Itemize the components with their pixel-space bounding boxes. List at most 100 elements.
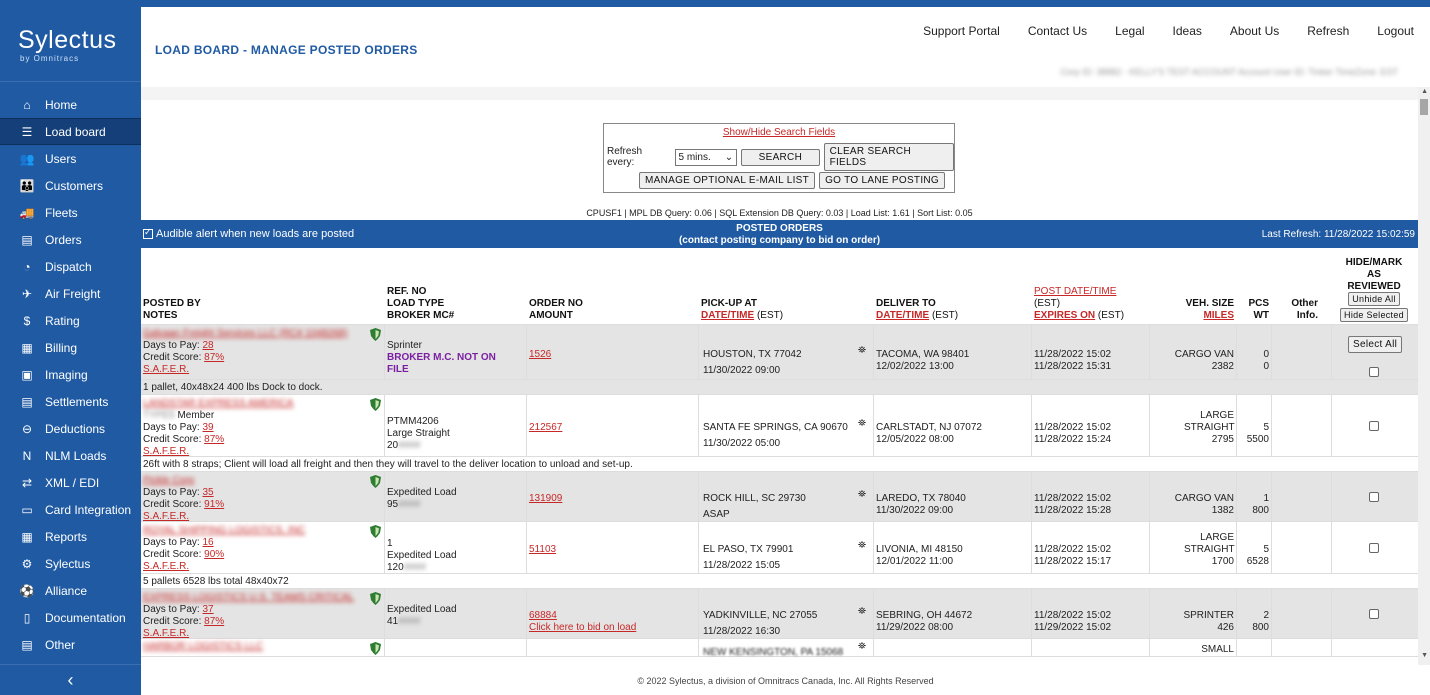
lane-posting-button[interactable]: GO TO LANE POSTING xyxy=(819,172,946,189)
sidebar-item-fleets[interactable]: 🚚 Fleets xyxy=(0,199,141,226)
safer-link[interactable]: S.A.F.E.R. xyxy=(143,364,190,375)
select-all-button[interactable]: Select All xyxy=(1348,336,1403,353)
hide-row-checkbox[interactable] xyxy=(1369,543,1379,553)
sidebar-item-load-board[interactable]: ☰ Load board xyxy=(0,118,141,145)
verified-shield-icon[interactable] xyxy=(370,525,381,538)
show-hide-search-link[interactable]: Show/Hide Search Fields xyxy=(722,127,836,138)
days-to-pay-link[interactable]: 37 xyxy=(202,604,214,615)
bid-on-load-link[interactable]: Click here to bid on load xyxy=(529,622,637,633)
binoculars-icon[interactable]: ⛯ xyxy=(858,641,866,652)
collapse-sidebar-icon[interactable]: ‹ xyxy=(0,664,141,695)
column-divider xyxy=(526,522,527,574)
safer-link[interactable]: S.A.F.E.R. xyxy=(143,561,190,572)
sidebar-item-dispatch[interactable]: ◔ Dispatch xyxy=(0,253,141,280)
sidebar-item-orders[interactable]: ▤ Orders xyxy=(0,226,141,253)
scroll-down-icon[interactable]: ▼ xyxy=(1421,652,1428,659)
scroll-up-icon[interactable]: ▲ xyxy=(1421,88,1428,95)
days-to-pay-link[interactable]: 39 xyxy=(202,422,214,433)
binoculars-icon[interactable]: ⛯ xyxy=(858,606,866,617)
top-link-ideas[interactable]: Ideas xyxy=(1172,24,1202,38)
binoculars-icon[interactable]: ⛯ xyxy=(858,540,866,551)
logo[interactable]: Sylectus by Omnitracs xyxy=(0,0,141,82)
posting-company-link[interactable]: LANDSTAR EXPRESS AMERICA xyxy=(143,398,294,409)
order-no-link[interactable]: 131909 xyxy=(529,493,563,504)
sidebar-item-settlements[interactable]: ▤ Settlements xyxy=(0,388,141,415)
sort-deliver-date-link[interactable]: DATE/TIME xyxy=(876,310,930,321)
sidebar-item-customers[interactable]: 👪 Customers xyxy=(0,172,141,199)
order-no-link[interactable]: 51103 xyxy=(529,544,557,555)
hide-row-checkbox[interactable] xyxy=(1369,492,1379,502)
credit-score-link[interactable]: 87% xyxy=(204,616,225,627)
sidebar-item-air-freight[interactable]: ✈ Air Freight xyxy=(0,280,141,307)
posting-company-link[interactable]: ROYAL SHIPPING LOGISTICS, INC xyxy=(143,525,306,536)
sidebar-item-deductions[interactable]: ⊖ Deductions xyxy=(0,415,141,442)
verified-shield-icon[interactable] xyxy=(370,642,381,655)
posting-company-link[interactable]: HARBOR LOGISTICS LLC xyxy=(143,641,264,652)
safer-link[interactable]: S.A.F.E.R. xyxy=(143,511,190,522)
verified-shield-icon[interactable] xyxy=(370,398,381,411)
sidebar-item-rating[interactable]: $ Rating xyxy=(0,307,141,334)
days-to-pay-link[interactable]: 28 xyxy=(202,340,214,351)
sidebar-item-users[interactable]: 👥 Users xyxy=(0,145,141,172)
sort-miles-link[interactable]: MILES xyxy=(1203,310,1234,321)
order-no-link[interactable]: 1526 xyxy=(529,349,552,360)
refresh-select[interactable]: 5 mins. ⌄ xyxy=(674,148,738,166)
safer-link[interactable]: S.A.F.E.R. xyxy=(143,446,190,457)
sidebar-item-documentation[interactable]: ▯ Documentation xyxy=(0,604,141,631)
load-type: Expedited Load xyxy=(387,487,457,498)
verified-shield-icon[interactable] xyxy=(370,592,381,605)
sidebar-item-imaging[interactable]: ▣ Imaging xyxy=(0,361,141,388)
verified-shield-icon[interactable] xyxy=(370,475,381,488)
top-link-legal[interactable]: Legal xyxy=(1115,24,1145,38)
days-to-pay-link[interactable]: 35 xyxy=(202,487,214,498)
credit-score-link[interactable]: 90% xyxy=(204,549,225,560)
sidebar-item-xml-edi[interactable]: ⇄ XML / EDI xyxy=(0,469,141,496)
safer-link[interactable]: S.A.F.E.R. xyxy=(143,628,190,639)
top-link-contact-us[interactable]: Contact Us xyxy=(1027,24,1088,38)
binoculars-icon[interactable]: ⛯ xyxy=(858,489,866,500)
broker-mc: BROKER M.C. NOT ON FILE xyxy=(387,352,496,375)
credit-score-link[interactable]: 91% xyxy=(204,499,225,510)
order-no-link[interactable]: 212567 xyxy=(529,422,563,433)
sort-post-date-link[interactable]: POST DATE/TIME xyxy=(1034,286,1117,297)
sort-expires-link[interactable]: EXPIRES ON xyxy=(1034,310,1096,321)
sort-pickup-date-link[interactable]: DATE/TIME xyxy=(701,310,755,321)
sidebar-item-sylectus[interactable]: ⚙ Sylectus xyxy=(0,550,141,577)
sidebar-item-other[interactable]: ▤ Other xyxy=(0,631,141,658)
top-link-refresh[interactable]: Refresh xyxy=(1307,24,1350,38)
unhide-all-button[interactable]: Unhide All xyxy=(1348,292,1400,306)
post-datetime: 11/28/2022 15:02 xyxy=(1034,544,1112,555)
hide-selected-button[interactable]: Hide Selected xyxy=(1340,308,1408,322)
sidebar-item-billing[interactable]: ▦ Billing xyxy=(0,334,141,361)
scroll-thumb[interactable] xyxy=(1420,99,1428,115)
sidebar-item-reports[interactable]: ▦ Reports xyxy=(0,523,141,550)
posting-company-link[interactable]: Pickle Corp xyxy=(143,475,195,486)
manage-email-list-button[interactable]: MANAGE OPTIONAL E-MAIL LIST xyxy=(639,172,816,189)
order-no-link[interactable]: 68884 xyxy=(529,610,557,621)
verified-shield-icon[interactable] xyxy=(370,328,381,341)
top-link-about-us[interactable]: About Us xyxy=(1229,24,1280,38)
audible-alert-checkbox[interactable] xyxy=(143,227,153,239)
days-to-pay-link[interactable]: 16 xyxy=(202,537,214,548)
audible-alert[interactable]: Audible alert when new loads are posted xyxy=(143,227,354,240)
scrollbar[interactable]: ▲ ▼ xyxy=(1418,87,1430,665)
hide-row-checkbox[interactable] xyxy=(1369,367,1379,377)
column-divider xyxy=(873,589,874,639)
binoculars-icon[interactable]: ⛯ xyxy=(858,345,866,356)
search-button[interactable]: SEARCH xyxy=(741,148,820,166)
column-divider xyxy=(384,395,385,457)
sidebar-item-home[interactable]: ⌂ Home xyxy=(0,91,141,118)
hide-row-checkbox[interactable] xyxy=(1369,421,1379,431)
sidebar-item-alliance[interactable]: ⚽ Alliance xyxy=(0,577,141,604)
top-link-logout[interactable]: Logout xyxy=(1377,24,1414,38)
clear-search-button[interactable]: CLEAR SEARCH FIELDS xyxy=(823,143,954,171)
binoculars-icon[interactable]: ⛯ xyxy=(858,418,866,429)
sidebar-item-nlm-loads[interactable]: N NLM Loads xyxy=(0,442,141,469)
credit-score-link[interactable]: 87% xyxy=(204,352,225,363)
sidebar-item-card-integration[interactable]: ▭ Card Integration xyxy=(0,496,141,523)
posting-company-link[interactable]: Galvaan Freight Services LLC (RC# 104826… xyxy=(143,328,348,339)
credit-score-link[interactable]: 87% xyxy=(204,434,225,445)
top-link-support-portal[interactable]: Support Portal xyxy=(923,24,1000,38)
posting-company-link[interactable]: EXPRESS LOGISTICS U.S. TEAMS CRITICAL xyxy=(143,592,354,603)
hide-row-checkbox[interactable] xyxy=(1369,609,1379,619)
